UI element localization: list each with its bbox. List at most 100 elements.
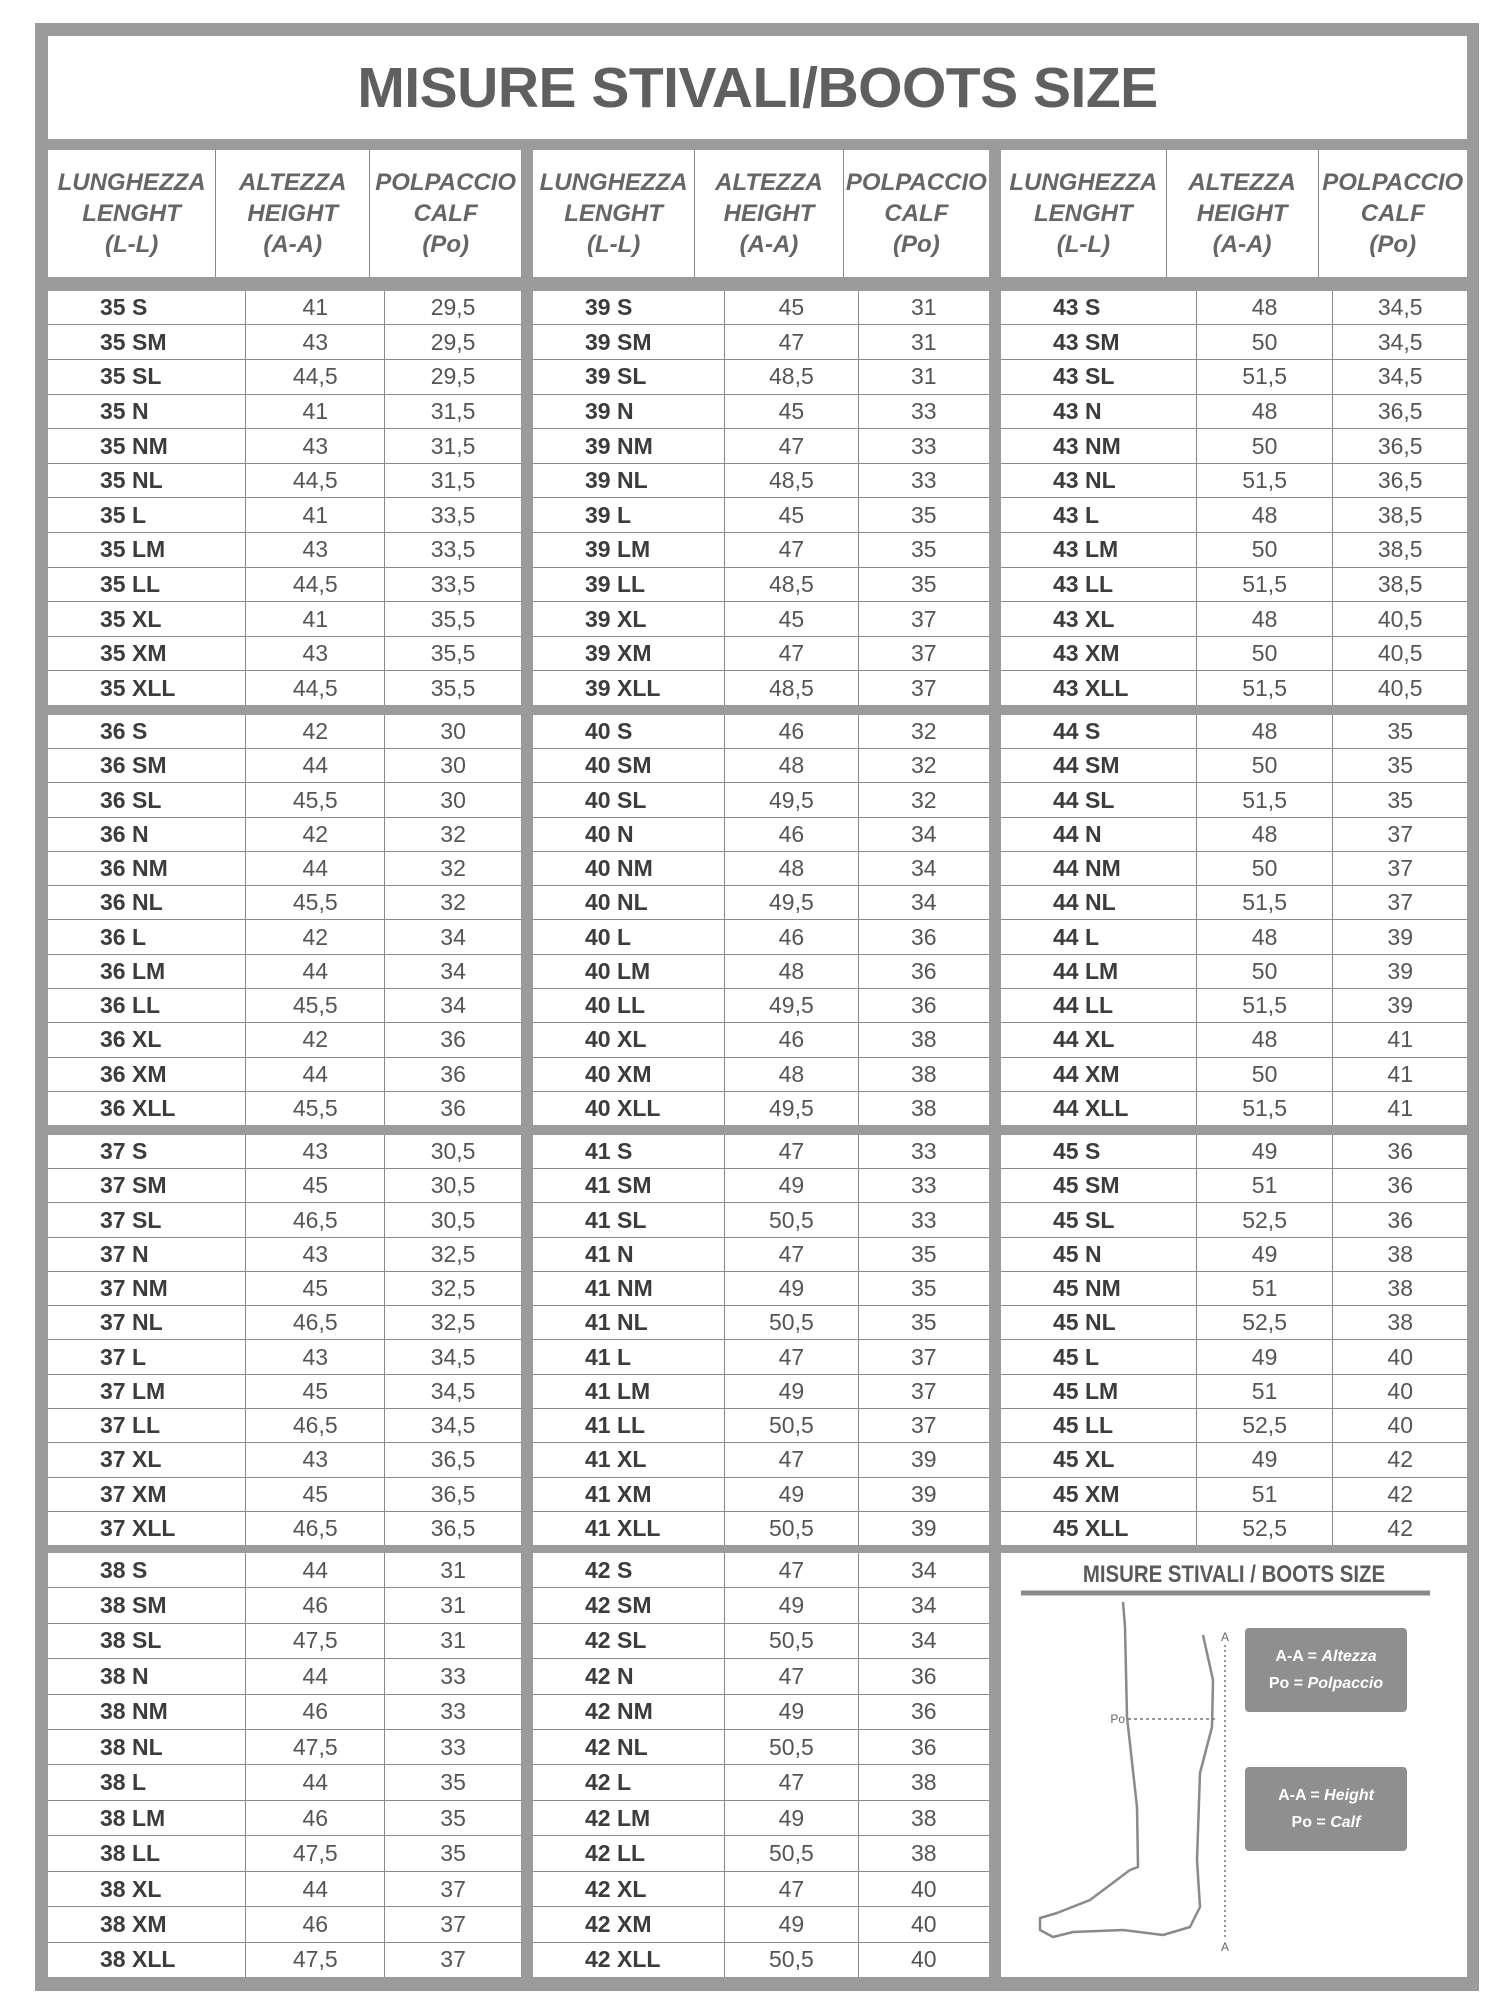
header-row: LUNGHEZZA LENGHT (L-L) ALTEZZA HEIGHT (A-A) PO… — [1001, 150, 1467, 277]
height-cell: 48 — [724, 1057, 859, 1092]
table-row: 42 NL 50,5 36 — [533, 1729, 989, 1766]
calf-cell: 39 — [858, 1477, 989, 1512]
height-cell: 47,5 — [245, 1623, 386, 1660]
size-cell: 36 XM — [48, 1057, 247, 1092]
table-row: 39 NL 48,5 33 — [533, 463, 989, 499]
size-group-table: 39 S 45 31 39 SM 47 31 39 SL 48,5 31 39 N 45 33 39 N… — [533, 291, 989, 705]
calf-cell: 38,5 — [1332, 532, 1467, 568]
size-cell: 45 N — [1001, 1237, 1197, 1272]
height-cell: 45 — [724, 394, 859, 430]
size-cell: 43 XL — [1001, 601, 1197, 637]
calf-cell: 33 — [858, 428, 989, 464]
calf-cell: 34,5 — [384, 1374, 521, 1410]
size-cell: 44 LL — [1001, 988, 1197, 1024]
calf-cell: 31,5 — [384, 394, 521, 430]
size-cell: 40 NM — [533, 851, 726, 887]
height-cell: 52,5 — [1196, 1408, 1334, 1444]
calf-cell: 35 — [1332, 782, 1467, 818]
size-cell: 39 S — [533, 291, 726, 326]
calf-cell: 34,5 — [1332, 359, 1467, 395]
table-row: 41 NL 50,5 35 — [533, 1305, 989, 1341]
table-row: 35 NM 43 31,5 — [48, 428, 521, 464]
table-row: 39 SL 48,5 31 — [533, 359, 989, 395]
table-row: 44 N 48 37 — [1001, 817, 1467, 852]
size-cell: 43 S — [1001, 291, 1197, 326]
calf-cell: 32,5 — [384, 1237, 521, 1272]
table-row: 36 XM 44 36 — [48, 1057, 521, 1092]
calf-cell: 36,5 — [1332, 394, 1467, 430]
table-row: 38 L 44 35 — [48, 1764, 521, 1801]
calf-cell: 37 — [440, 1946, 466, 1973]
calf-cell: 36 — [384, 1057, 521, 1092]
height-cell: 44 — [245, 748, 386, 784]
height-cell: 43 — [245, 1135, 386, 1170]
table-row: 44 LL 51,5 39 — [1001, 988, 1467, 1024]
size-cell: 36 XL — [48, 1022, 247, 1058]
calf-cell: 41 — [1332, 1022, 1467, 1058]
size-cell: 45 XM — [1001, 1477, 1197, 1512]
calf-cell: 35,5 — [384, 601, 521, 637]
table-row: 36 SM 44 30 — [48, 748, 521, 784]
table-row: 42 SL 50,5 34 — [533, 1623, 989, 1660]
height-cell: 48,5 — [724, 463, 859, 499]
legend-italian: A-A = Altezza Po = Polpaccio — [1245, 1628, 1407, 1712]
height-cell: 45 — [724, 601, 859, 637]
size-cell: 39 NM — [533, 428, 726, 464]
calf-cell: 37 — [1332, 885, 1467, 921]
table-row: 39 NM 47 33 — [533, 428, 989, 464]
height-cell: 50 — [1196, 428, 1334, 464]
height-cell: 44 — [245, 851, 386, 887]
table-row: 43 NL 51,5 36,5 — [1001, 463, 1467, 499]
label-po: Po — [1110, 1712, 1125, 1726]
size-cell: 43 SL — [1001, 359, 1197, 395]
calf-cell: 34,5 — [384, 1408, 521, 1444]
table-row: 43 XLL 51,5 40,5 — [1001, 670, 1467, 705]
table-row: 41 LM 49 37 — [533, 1374, 989, 1410]
size-cell: 36 N — [48, 817, 247, 852]
calf-cell: 36,5 — [1332, 428, 1467, 464]
table-row: 37 XLL 46,5 36,5 — [48, 1511, 521, 1545]
size-cell: 44 XM — [1001, 1057, 1197, 1092]
table-row: 38 N 44 33 — [48, 1658, 521, 1695]
table-row: 38 XLL 47,5 37 — [48, 1942, 521, 1977]
height-cell: 48,5 — [724, 567, 859, 603]
table-row: 35 XM 43 35,5 — [48, 636, 521, 672]
height-cell: 51,5 — [1196, 359, 1334, 395]
height-cell: 49 — [724, 1374, 859, 1410]
calf-cell: 37 — [910, 674, 937, 701]
height-cell: 47 — [724, 428, 859, 464]
size-cell: 39 LL — [533, 567, 726, 603]
height-cell: 44 — [245, 1871, 386, 1908]
size-cell: 39 SL — [533, 359, 726, 395]
size-cell: 42 SM — [533, 1587, 726, 1624]
calf-cell: 36 — [384, 1022, 521, 1058]
height-cell: 49 — [724, 1694, 859, 1731]
calf-cell: 36,5 — [384, 1477, 521, 1512]
height-cell: 47,5 — [245, 1729, 386, 1766]
table-row: 43 LM 50 38,5 — [1001, 532, 1467, 568]
table-row: 45 XL 49 42 — [1001, 1442, 1467, 1478]
column-header-line: (L-L) — [104, 231, 159, 258]
legend-key: A-A = — [1278, 1787, 1320, 1804]
calf-cell: 36 — [858, 1729, 989, 1766]
size-cell: 41 SL — [533, 1202, 726, 1238]
size-cell: 42 SL — [533, 1623, 726, 1660]
table-row: 43 LL 51,5 38,5 — [1001, 567, 1467, 603]
table-row: 44 SM 50 35 — [1001, 748, 1467, 784]
column-header-line: (A-A) — [263, 231, 323, 258]
height-cell: 49 — [724, 1271, 859, 1307]
table-row: 36 L 42 34 — [48, 919, 521, 955]
size-cell: 40 XLL — [533, 1091, 726, 1125]
height-cell: 49,5 — [724, 885, 859, 921]
table-row: 39 L 45 35 — [533, 497, 989, 534]
size-cell: 39 NL — [533, 463, 726, 499]
header-row: LUNGHEZZA LENGHT (L-L) ALTEZZA HEIGHT (A-A) PO… — [48, 150, 521, 277]
height-cell: 46 — [724, 1022, 859, 1058]
calf-cell: 30 — [384, 782, 521, 818]
calf-cell: 34 — [858, 817, 989, 852]
table-row: 39 SM 47 31 — [533, 324, 989, 361]
calf-cell: 35,5 — [430, 674, 476, 701]
calf-cell: 32,5 — [384, 1305, 521, 1341]
height-cell: 42 — [245, 1022, 386, 1058]
height-cell: 49 — [1196, 1237, 1334, 1272]
